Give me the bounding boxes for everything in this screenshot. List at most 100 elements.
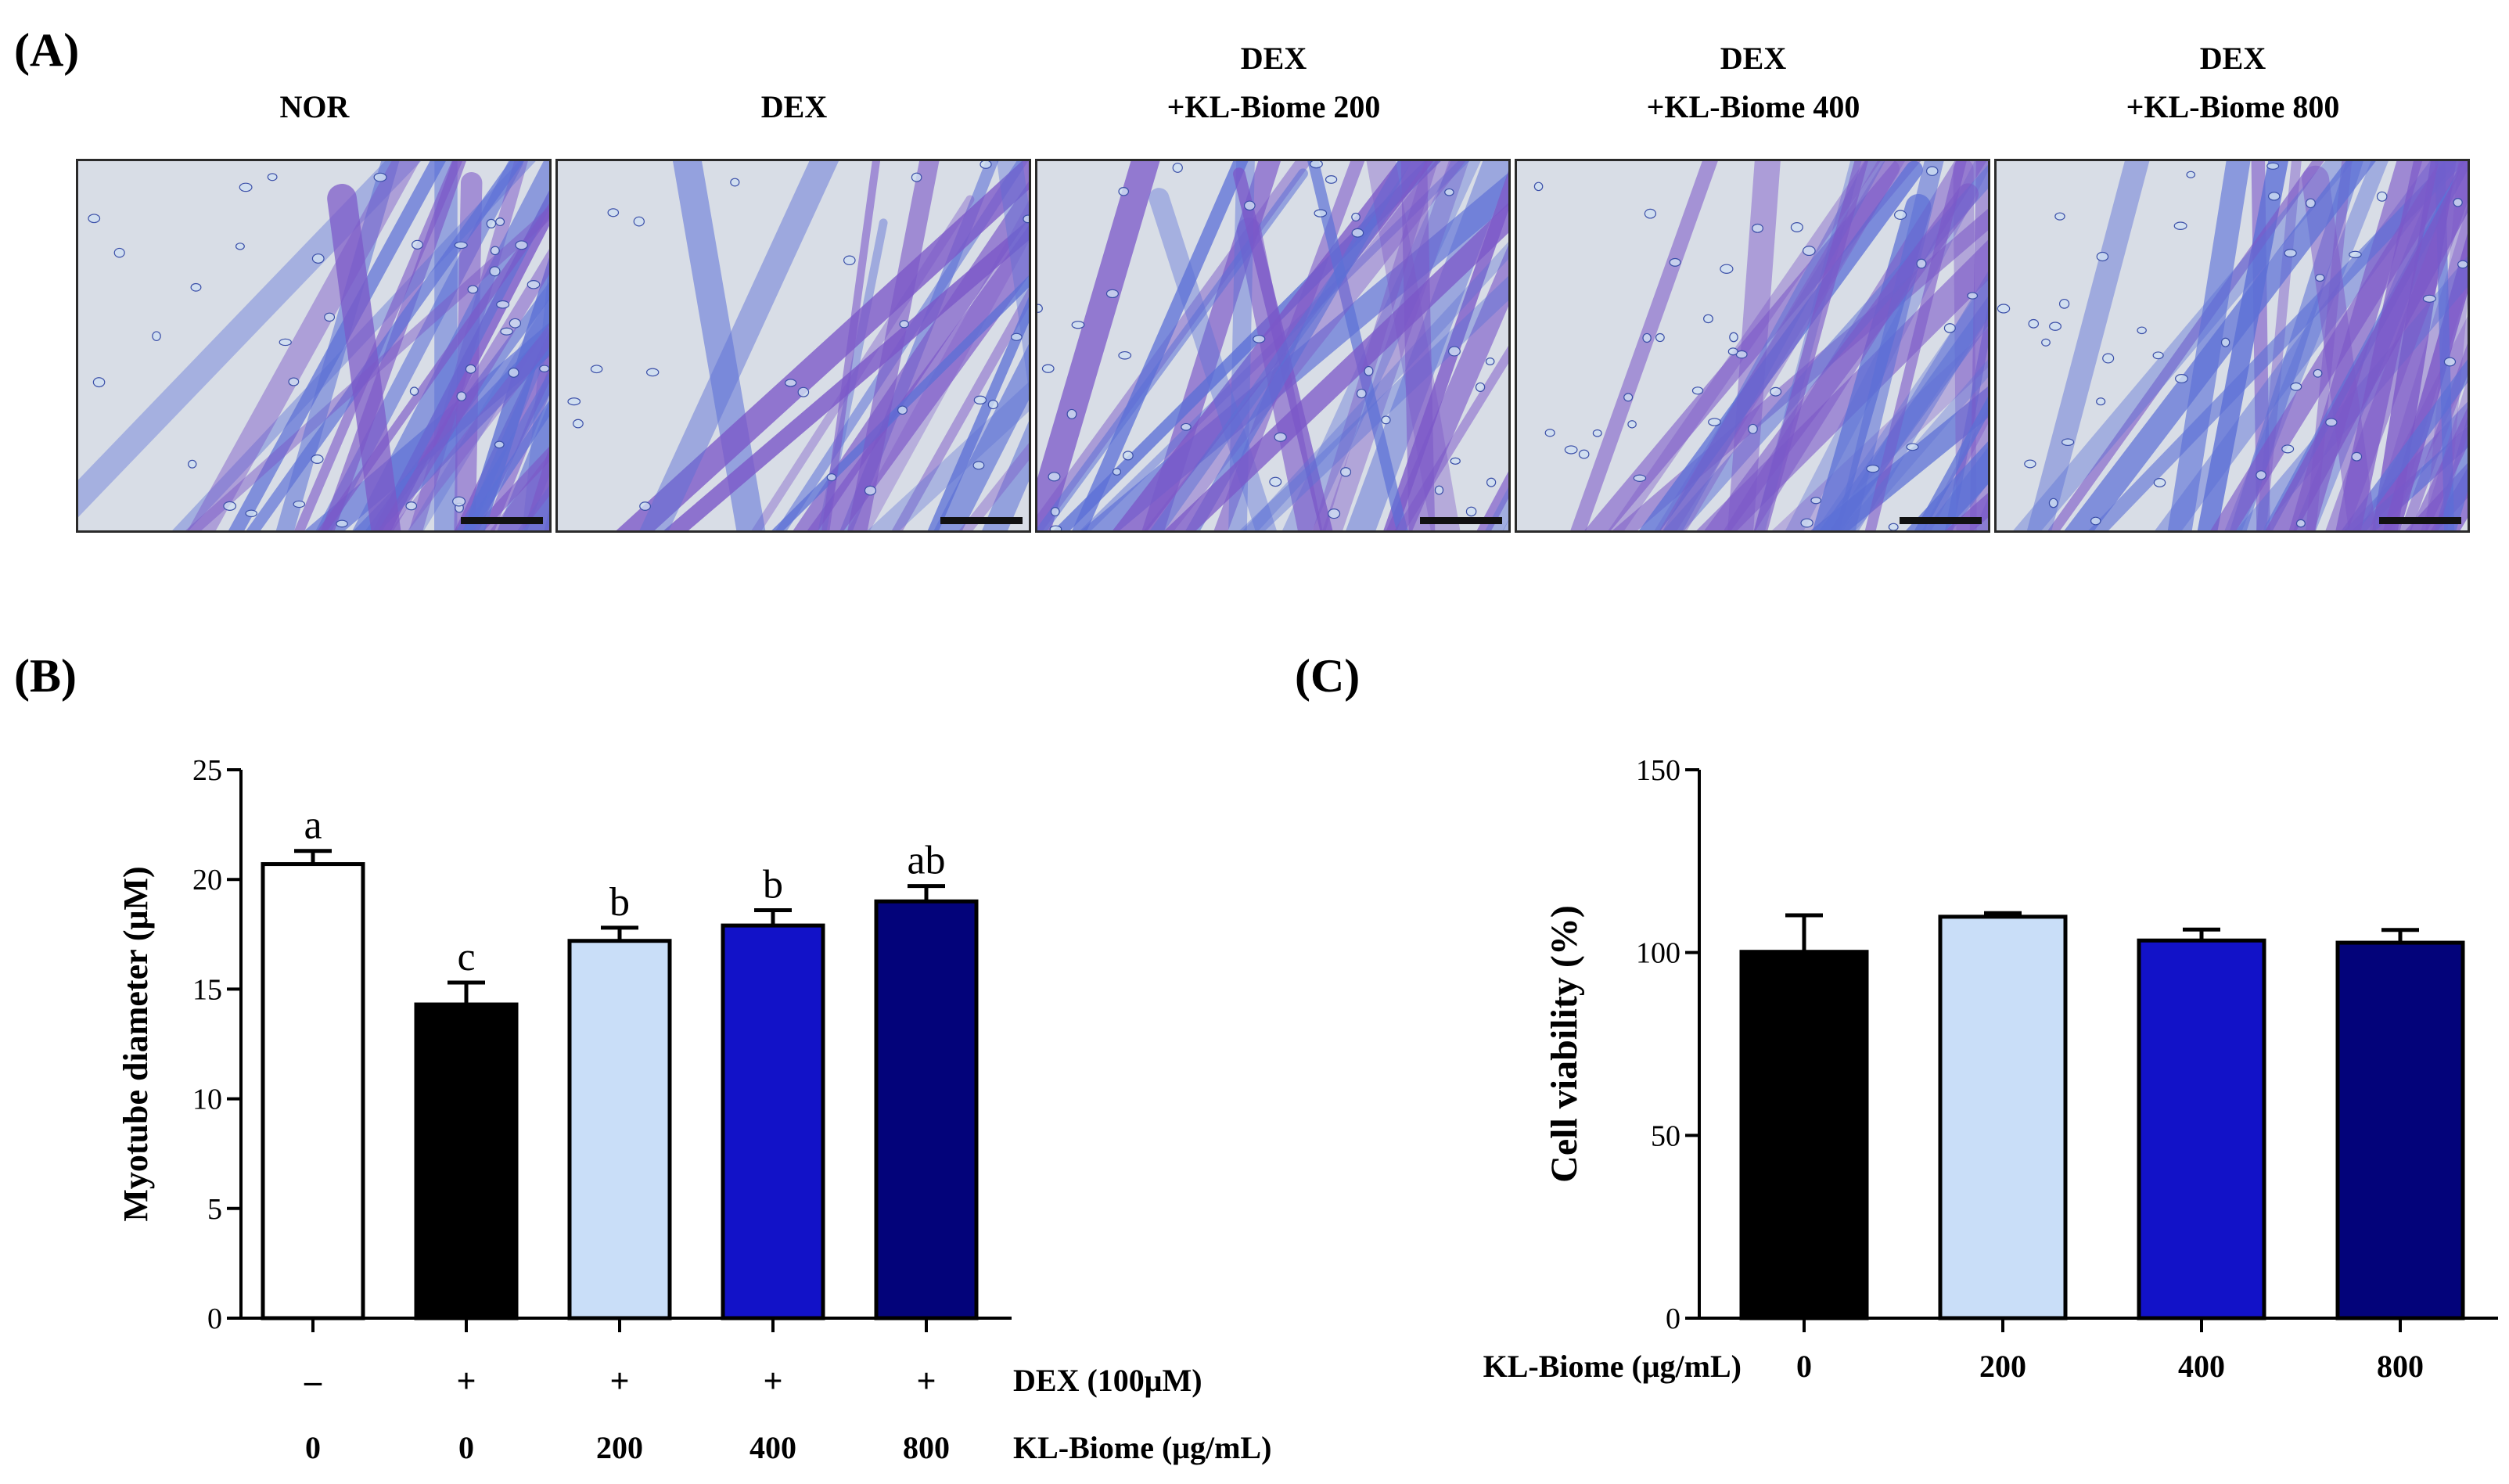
myotube-fiber xyxy=(2399,343,2468,530)
cell-nucleus xyxy=(1434,485,1444,495)
dex-treatment-marker: + xyxy=(916,1362,936,1400)
cell-nucleus xyxy=(1023,214,1029,224)
myotube-fiber xyxy=(1945,493,1988,530)
cell-nucleus xyxy=(797,386,810,397)
scale-bar xyxy=(461,517,543,524)
myotube-fiber xyxy=(78,161,422,518)
cell-nucleus xyxy=(113,247,125,258)
bar xyxy=(2335,940,2465,1321)
myotube-fiber xyxy=(2360,316,2468,530)
scale-bar xyxy=(940,517,1023,524)
y-tick-label: 50 xyxy=(1651,1119,1680,1152)
myotube-fiber xyxy=(1815,277,1988,530)
myotube-fiber xyxy=(1570,161,1718,530)
myotube-fiber xyxy=(1819,296,1988,530)
cell-nucleus xyxy=(1916,258,1927,269)
myotube-fiber xyxy=(462,401,549,530)
x-tick-label: 0 xyxy=(1796,1349,1812,1384)
cell-nucleus xyxy=(1997,304,2011,314)
micrograph-label-line1: DEX xyxy=(2199,41,2266,76)
cell-nucleus xyxy=(2048,498,2058,508)
cell-nucleus xyxy=(527,279,541,289)
cell-nucleus xyxy=(2058,298,2070,309)
myotube-fiber xyxy=(327,184,401,530)
cell-nucleus xyxy=(2175,374,2188,383)
myotube-fiber xyxy=(1236,217,1323,530)
x-tick-label: 200 xyxy=(1979,1349,2026,1384)
myotube-fiber xyxy=(1239,275,1508,530)
cell-nucleus xyxy=(2054,212,2065,221)
cell-nucleus xyxy=(899,320,909,329)
cell-nucleus xyxy=(1066,408,1077,419)
cell-nucleus xyxy=(1866,464,1880,473)
cell-nucleus xyxy=(373,172,387,182)
micrograph-label-line1: DEX xyxy=(1240,41,1307,76)
cell-nucleus xyxy=(500,327,513,336)
myotube-fiber xyxy=(672,161,766,530)
kl-biome-dose-label: 0 xyxy=(305,1430,321,1465)
myotube-fiber xyxy=(294,161,463,530)
micrograph-label-kl400: DEX +KL-Biome 400 xyxy=(1515,34,1992,131)
myotube-fiber xyxy=(1148,188,1277,530)
cell-nucleus xyxy=(1253,334,1266,343)
cell-nucleus xyxy=(235,243,245,250)
cell-nucleus xyxy=(311,253,325,264)
myotube-fiber xyxy=(997,161,1029,391)
panel-c-label: (C) xyxy=(1295,650,1361,702)
cell-nucleus xyxy=(2153,478,2166,487)
x-axis-label: KL-Biome (μg/mL) xyxy=(1483,1349,1742,1384)
myotube-fiber xyxy=(1312,161,1439,530)
cell-nucleus xyxy=(2096,397,2106,406)
cell-nucleus xyxy=(1351,228,1364,238)
cell-nucleus xyxy=(987,399,999,410)
cell-nucleus xyxy=(1578,449,1590,459)
cell-nucleus xyxy=(1906,443,1919,451)
myotube-fiber xyxy=(933,343,1029,530)
cell-nucleus xyxy=(2443,357,2457,367)
cell-nucleus xyxy=(1112,468,1122,476)
cell-nucleus xyxy=(911,172,922,182)
cell-nucleus xyxy=(1328,508,1341,519)
myotube-fiber xyxy=(1864,161,1967,530)
myotube-fiber xyxy=(1113,161,1434,530)
micrograph-label-line2: DEX xyxy=(760,89,828,124)
cell-nucleus xyxy=(1642,332,1652,343)
cell-nucleus xyxy=(1049,525,1062,530)
cell-nucleus xyxy=(843,255,856,266)
kl-biome-dose-label: 200 xyxy=(596,1430,643,1465)
myotube-fiber xyxy=(2026,161,2150,530)
cell-nucleus xyxy=(972,461,985,470)
micrograph-label-line1 xyxy=(555,34,1033,83)
cell-nucleus xyxy=(2049,322,2061,331)
y-tick-label: 100 xyxy=(1636,937,1680,970)
cell-nucleus xyxy=(1925,166,1939,176)
cell-nucleus xyxy=(897,405,908,415)
x-tick-label: 800 xyxy=(2377,1349,2424,1384)
cell-nucleus xyxy=(1310,161,1323,169)
cell-nucleus xyxy=(2266,162,2280,170)
cell-nucleus xyxy=(607,208,620,217)
cell-nucleus xyxy=(1485,358,1495,365)
cell-nucleus xyxy=(88,214,101,224)
y-tick-label: 0 xyxy=(207,1303,222,1335)
bar xyxy=(1739,950,1869,1321)
cell-nucleus xyxy=(1752,223,1763,233)
y-tick-label: 20 xyxy=(192,864,222,897)
cell-nucleus xyxy=(1790,222,1803,232)
cell-nucleus xyxy=(239,182,253,192)
cell-nucleus xyxy=(2295,519,2306,528)
cell-nucleus xyxy=(311,454,324,464)
cell-nucleus xyxy=(2256,470,2266,480)
cell-nucleus xyxy=(245,509,257,518)
cell-nucleus xyxy=(573,419,584,429)
myotube-fiber xyxy=(821,161,881,530)
cell-nucleus xyxy=(2090,516,2101,526)
dex-treatment-marker: + xyxy=(456,1362,476,1400)
cell-nucleus xyxy=(590,365,603,374)
cell-nucleus xyxy=(1533,181,1544,192)
myotube-fiber xyxy=(321,161,466,530)
cell-nucleus xyxy=(2028,318,2040,329)
scale-bar xyxy=(1900,517,1982,524)
kl-biome-dose-label: 0 xyxy=(458,1430,474,1465)
cell-nucleus xyxy=(2186,171,2196,178)
